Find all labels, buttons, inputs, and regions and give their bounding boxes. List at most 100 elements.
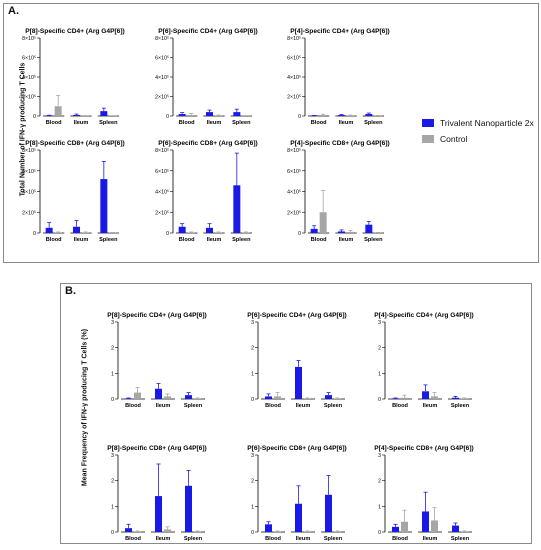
bar-control xyxy=(401,397,408,399)
legend-item-control: Control xyxy=(422,134,534,144)
bar-treatment xyxy=(365,114,373,116)
chart-title: P[8]-Specific CD4+ (Arg G4P[6]) xyxy=(25,28,124,35)
y-tick-label: 0 xyxy=(378,397,381,403)
x-tick-label: Spleen xyxy=(99,120,118,126)
bar-control xyxy=(134,531,141,532)
bar-treatment xyxy=(73,115,80,116)
y-tick-label: 2 xyxy=(111,346,114,352)
bar-control xyxy=(274,396,281,399)
bar-treatment xyxy=(295,366,302,399)
bar-control xyxy=(304,531,311,532)
bar-treatment xyxy=(206,112,213,116)
bar-treatment xyxy=(325,494,332,532)
bar-control xyxy=(347,231,354,233)
y-tick-label: 3 xyxy=(378,320,381,326)
y-tick-label: 8×10⁵ xyxy=(287,148,301,154)
bar-control xyxy=(164,529,171,532)
chart-2: P[6]-Specific CD4+ (Arg G4P[6]) 0 2×10⁵ 4×1… xyxy=(155,28,258,126)
bar-control xyxy=(274,531,281,532)
x-tick-label: Blood xyxy=(311,237,327,243)
bar-control xyxy=(304,398,311,399)
chart-title: P[6]-Specific CD8+ (Arg G4P[6]) xyxy=(158,140,257,147)
bar-treatment xyxy=(325,395,332,399)
y-tick-label: 0 xyxy=(111,530,114,536)
chart-4: P[8]-Specific CD8+ (Arg G4P[6]) 0 2×10⁵ 4×1… xyxy=(22,140,125,243)
x-tick-label: Ileum xyxy=(339,237,354,243)
y-tick-label: 2×10⁵ xyxy=(155,95,169,101)
bar-treatment xyxy=(100,111,108,116)
x-tick-label: Spleen xyxy=(232,120,251,126)
chart-title: P[6]-Specific CD4+ (Arg G4P[6]) xyxy=(158,28,257,35)
x-tick-label: Spleen xyxy=(232,237,251,243)
bar-treatment xyxy=(265,396,272,399)
panel-b xyxy=(60,283,532,544)
bar-control xyxy=(194,398,201,399)
bar-treatment xyxy=(185,395,192,399)
chart-5: P[6]-Specific CD8+ (Arg G4P[6]) 0 2×10⁵ 4×1… xyxy=(155,140,258,243)
legend: Trivalent Nanoparticle 2x Control xyxy=(422,118,534,150)
y-tick-label: 2 xyxy=(378,346,381,352)
y-tick-label: 0 xyxy=(378,530,381,536)
y-tick-label: 1 xyxy=(378,504,381,510)
bar-control xyxy=(194,531,201,532)
chart-title: P[6]-Specific CD8+ (Arg G4P[6]) xyxy=(247,445,346,452)
y-tick-label: 4×10⁵ xyxy=(22,75,36,81)
panel-a-label: A. xyxy=(8,5,19,17)
bar-treatment xyxy=(178,114,186,116)
x-tick-label: Ileum xyxy=(296,403,311,409)
x-tick-label: Ileum xyxy=(207,120,222,126)
chart-7: P[8]-Specific CD4+ (Arg G4P[6]) 0 1 2 3 Blood… xyxy=(107,312,206,409)
chart-6: P[4]-Specific CD8+ (Arg G4P[6]) 0 2×10⁵ 4×1… xyxy=(287,140,390,243)
y-tick-label: 2×10⁵ xyxy=(22,210,36,216)
bar-treatment xyxy=(73,226,80,233)
y-tick-label: 1 xyxy=(111,504,114,510)
y-tick-label: 2 xyxy=(251,479,254,485)
bar-control xyxy=(187,115,195,116)
y-tick-label: 3 xyxy=(251,320,254,326)
x-tick-label: Blood xyxy=(265,536,281,542)
bar-control xyxy=(215,232,222,233)
x-tick-label: Ileum xyxy=(156,403,171,409)
bar-control xyxy=(54,232,62,233)
y-tick-label: 0 xyxy=(298,114,301,120)
bar-treatment xyxy=(206,227,213,233)
bar-treatment xyxy=(452,397,459,399)
y-tick-label: 4×10⁵ xyxy=(22,190,36,196)
y-tick-label: 3 xyxy=(378,453,381,459)
legend-swatch-treatment xyxy=(422,119,434,127)
legend-label-treatment: Trivalent Nanoparticle 2x xyxy=(440,118,534,128)
chart-title: P[4]-Specific CD4+ (Arg G4P[6]) xyxy=(290,28,389,35)
x-tick-label: Blood xyxy=(311,120,327,126)
bar-control xyxy=(319,115,327,116)
bar-control xyxy=(401,521,408,532)
y-tick-label: 6×10⁵ xyxy=(155,56,169,62)
chart-11: P[6]-Specific CD8+ (Arg G4P[6]) 0 1 2 3 Blood… xyxy=(247,445,346,542)
y-tick-label: 8×10⁵ xyxy=(22,148,36,154)
x-tick-label: Ileum xyxy=(74,120,89,126)
bar-control xyxy=(431,396,438,399)
y-tick-label: 3 xyxy=(111,453,114,459)
y-tick-label: 3 xyxy=(111,320,114,326)
y-tick-label: 8×10⁵ xyxy=(22,36,36,42)
y-tick-label: 1 xyxy=(251,504,254,510)
x-tick-label: Spleen xyxy=(324,403,343,409)
legend-swatch-control xyxy=(422,135,434,143)
bar-treatment xyxy=(45,115,53,116)
y-tick-label: 6×10⁵ xyxy=(22,56,36,62)
y-tick-label: 2 xyxy=(378,479,381,485)
x-tick-label: Blood xyxy=(179,120,195,126)
x-tick-label: Blood xyxy=(46,237,62,243)
y-tick-label: 0 xyxy=(251,397,254,403)
x-tick-label: Ileum xyxy=(423,403,438,409)
panel-b-label: B. xyxy=(65,285,76,297)
bar-control xyxy=(461,398,468,399)
bar-control xyxy=(164,396,171,399)
y-tick-label: 4×10⁵ xyxy=(155,190,169,196)
bar-treatment xyxy=(452,525,459,532)
y-tick-label: 8×10⁵ xyxy=(155,36,169,42)
bar-treatment xyxy=(365,224,373,233)
y-tick-label: 6×10⁵ xyxy=(155,169,169,175)
x-tick-label: Ileum xyxy=(339,120,354,126)
y-tick-label: 4×10⁵ xyxy=(287,190,301,196)
bar-treatment xyxy=(178,226,186,233)
